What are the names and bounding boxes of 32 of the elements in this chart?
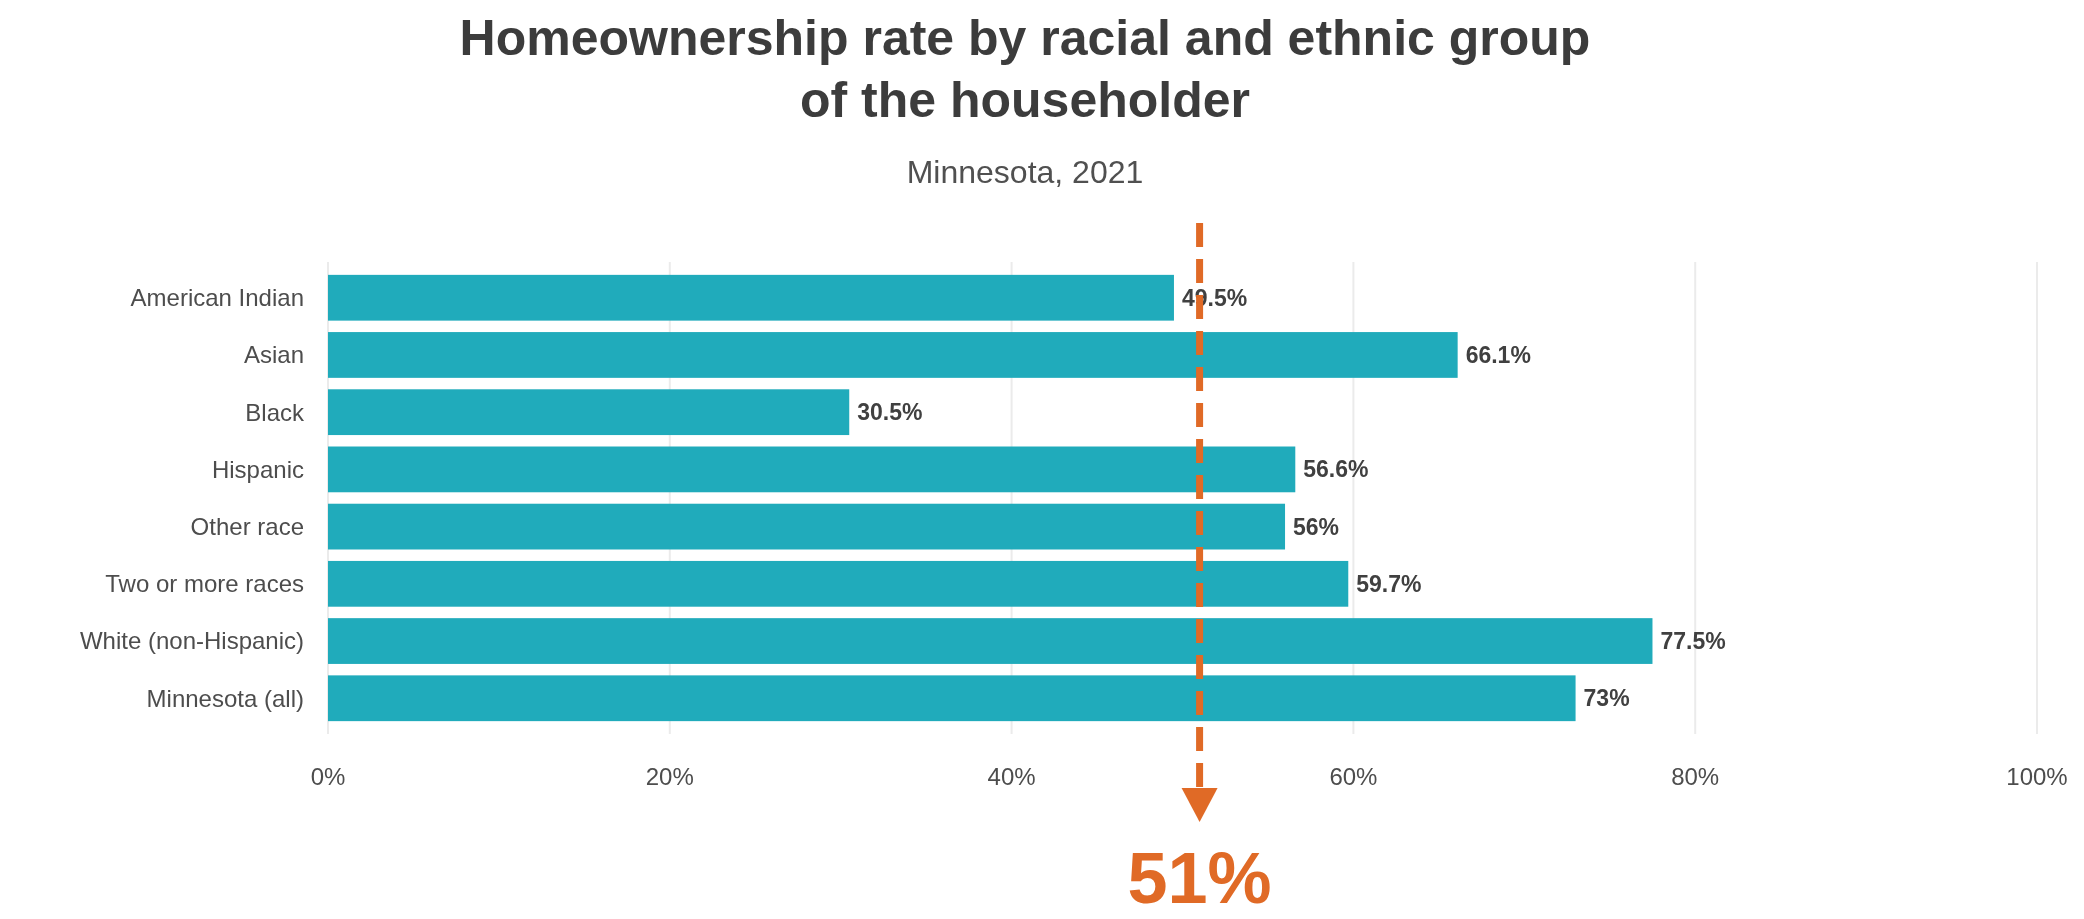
ref-line-label: 51% [1127,838,1272,918]
x-tick-label: 100% [2006,763,2068,790]
x-tick-label: 20% [645,763,694,790]
x-tick-label: 60% [1329,763,1378,790]
y-tick-label: Other race [190,513,304,541]
bar [328,332,1458,378]
data-label: 77.5% [1660,628,1726,655]
data-label: 56.6% [1303,456,1369,483]
bar [328,389,850,436]
y-tick-label: Black [245,398,305,426]
data-label: 73% [1583,685,1630,712]
bar [328,560,1349,607]
y-tick-label: American Indian [130,284,304,312]
y-tick-label: Minnesota (all) [146,684,304,712]
bar [328,446,1296,493]
data-label: 66.1% [1465,342,1531,369]
x-tick-label: 80% [1671,763,1720,790]
data-label: 59.7% [1356,570,1422,597]
y-tick-label: Asian [243,341,304,369]
y-tick-label: Two or more races [105,570,304,598]
data-label: 30.5% [857,399,923,426]
bar [328,503,1286,550]
bar [328,618,1653,664]
data-label: 56% [1293,513,1340,540]
y-tick-label: White (non-Hispanic) [79,627,304,655]
chart-title: Homeownership rate by racial and ethnic group of the householder [459,10,1591,128]
bar [328,675,1576,722]
bar [328,274,1174,321]
chart-subtitle: Minnesota, 2021 [906,154,1144,190]
y-tick-label: Hispanic [211,455,304,483]
x-tick-label: 40% [987,763,1036,790]
x-tick-label: 0% [310,763,346,790]
